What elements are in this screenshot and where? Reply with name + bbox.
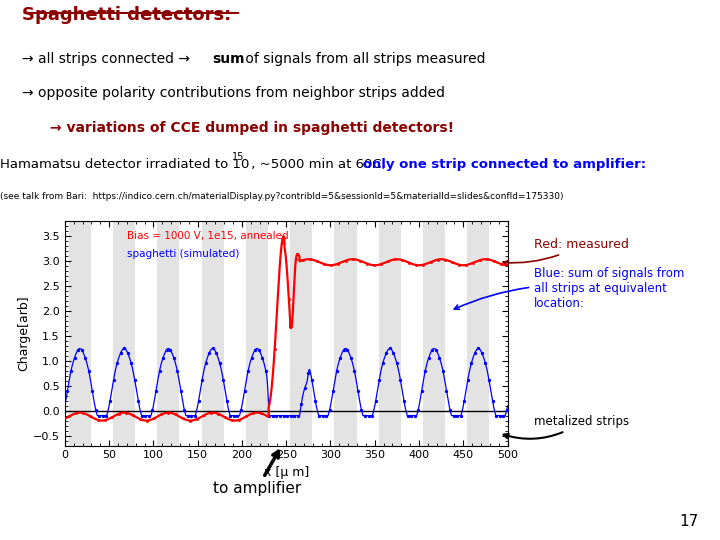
Text: → opposite polarity contributions from neighbor strips added: → opposite polarity contributions from n… (22, 86, 445, 100)
Bar (335, 221, 356, 446)
Bar (246, 221, 268, 446)
Text: Hamamatsu detector irradiated to 10: Hamamatsu detector irradiated to 10 (0, 158, 249, 171)
Text: Red: measured: Red: measured (503, 238, 629, 265)
Text: 15: 15 (232, 152, 244, 163)
Text: Blue: sum of signals from
all strips at equivalent
location:: Blue: sum of signals from all strips at … (454, 267, 685, 309)
Bar (158, 221, 179, 446)
X-axis label: x [μ m]: x [μ m] (264, 466, 309, 479)
Text: (see talk from Bari:  https://indico.cern.ch/materialDisplay.py?contribId=5&sess: (see talk from Bari: https://indico.cern… (0, 192, 564, 201)
Text: only one strip connected to amplifier:: only one strip connected to amplifier: (358, 158, 646, 171)
Bar (423, 221, 445, 446)
Text: Bias = 1000 V, 1e15, annealed: Bias = 1000 V, 1e15, annealed (127, 232, 289, 241)
Text: spaghetti (simulated): spaghetti (simulated) (127, 249, 239, 259)
Text: , ~5000 min at 60C,: , ~5000 min at 60C, (247, 158, 386, 171)
Text: → variations of CCE dumped in spaghetti detectors!: → variations of CCE dumped in spaghetti … (50, 121, 454, 135)
Text: → all strips connected →: → all strips connected → (22, 52, 194, 66)
Bar (467, 221, 490, 446)
Text: sum: sum (212, 52, 245, 66)
Text: of signals from all strips measured: of signals from all strips measured (241, 52, 486, 66)
Text: metalized strips: metalized strips (503, 415, 629, 439)
Text: 17: 17 (679, 514, 698, 529)
Bar (113, 221, 135, 446)
Bar (379, 221, 401, 446)
Text: to amplifier: to amplifier (213, 451, 302, 496)
Bar (202, 221, 224, 446)
Y-axis label: Charge[arb]: Charge[arb] (17, 295, 30, 372)
Bar (69, 221, 91, 446)
Bar (290, 221, 312, 446)
Text: Spaghetti detectors:: Spaghetti detectors: (22, 6, 231, 24)
